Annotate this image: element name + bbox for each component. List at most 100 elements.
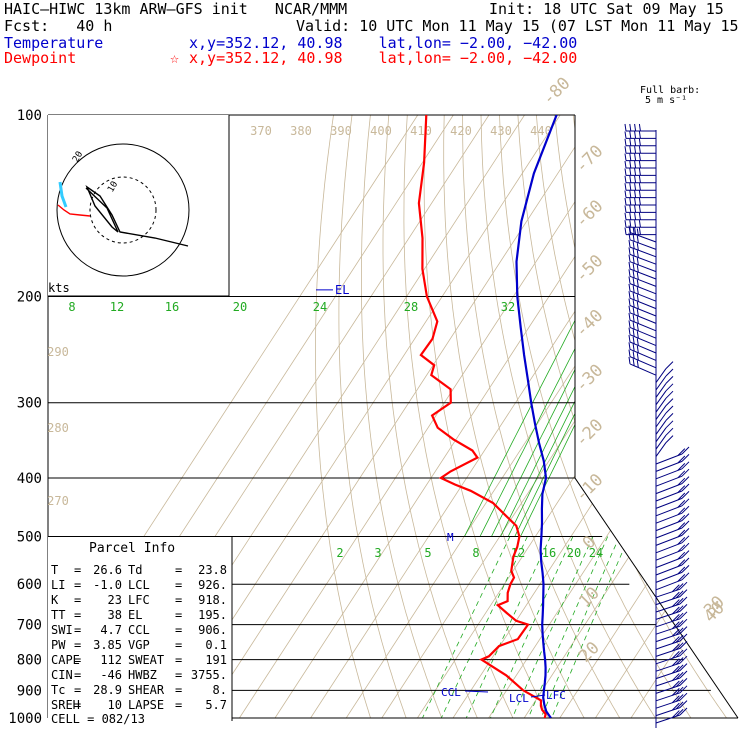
barb-flag [671, 628, 680, 637]
wind-barb [655, 512, 683, 524]
theta-label: 430 [490, 124, 512, 138]
isotherm-label: -20 [572, 415, 608, 451]
barb-flag [671, 695, 680, 704]
wind-barb [655, 662, 681, 672]
wind-barb [655, 490, 683, 502]
barb-flag [675, 612, 684, 621]
barb-flag [632, 256, 635, 264]
barb-flag [632, 263, 635, 271]
barb-flag [628, 247, 631, 255]
theta-label: 420 [450, 124, 472, 138]
barb-flag [624, 175, 627, 183]
hodograph-trace-low [57, 204, 91, 217]
mixing-ratio-label: 8 [472, 546, 479, 560]
barb-flag [636, 309, 639, 317]
barb-flag [628, 283, 631, 291]
barb-flag [681, 535, 690, 544]
theta-label: 380 [290, 124, 312, 138]
mixing-ratio-line [440, 536, 528, 718]
mixing-ratio-line [511, 536, 594, 718]
barb-flag [677, 455, 686, 464]
valid-time: Valid: 10 UTC Mon 11 May 15 (07 LST Mon … [296, 17, 740, 35]
wind-barb [655, 453, 683, 465]
barb-flag [675, 701, 684, 710]
isotherm-line [595, 115, 738, 718]
barb-flag [624, 183, 627, 191]
barb-flag [677, 529, 686, 538]
parcel-param-value: 112 [100, 653, 122, 667]
barb-flag [681, 454, 690, 462]
wind-barb [655, 412, 667, 428]
wind-barb [655, 647, 681, 657]
barb-flag [632, 307, 635, 315]
barb-flag [675, 649, 684, 658]
mixing-ratio-line [422, 536, 511, 718]
isotherm-line [559, 115, 738, 718]
parcel-equals: = [74, 623, 81, 637]
barb-flag [665, 427, 674, 436]
barb-flag [629, 168, 632, 176]
barb-flag [632, 234, 635, 242]
barb-flag [636, 279, 639, 287]
barb-flag [679, 633, 688, 642]
parcel-equals: = [175, 683, 182, 697]
mixing-ratio-line [551, 536, 630, 718]
barb-flag [636, 272, 639, 280]
barb-flag [636, 316, 639, 324]
parcel-param-name: SWI [51, 623, 73, 637]
wind-barb [655, 549, 683, 561]
mixing-ratio-label: 20 [233, 300, 247, 314]
barb-flag [671, 651, 680, 659]
dry-adiabat-line [403, 115, 514, 718]
dry-adiabat-line [462, 115, 621, 718]
barb-flag [632, 270, 635, 278]
barb-flag [671, 643, 680, 652]
barb-flag [636, 338, 639, 346]
wind-barb [655, 368, 667, 383]
dry-adiabat-line [701, 115, 738, 718]
barb-flag [629, 183, 632, 191]
parcel-param-name: CAPE [51, 653, 80, 667]
barb-flag [675, 620, 684, 628]
isotherm-label: -40 [572, 306, 608, 342]
pressure-tick-label: 300 [17, 396, 42, 412]
wind-barb [629, 297, 657, 310]
isotherm-label: -50 [572, 251, 608, 287]
barb-flag [675, 583, 684, 591]
wind-barb [655, 692, 681, 702]
wind-barb [655, 505, 683, 517]
barb-flag [677, 522, 686, 530]
pressure-tick-label: 1000 [8, 711, 42, 727]
wind-barb [629, 334, 657, 347]
parcel-equals: = [175, 653, 182, 667]
barb-note-unit: 5 m s⁻¹ [645, 95, 688, 106]
parcel-param-name: EL [128, 608, 142, 622]
barb-flag [634, 220, 637, 228]
pressure-tick-label: 200 [17, 290, 42, 306]
barb-flag [677, 551, 686, 560]
parcel-param-value: 10 [108, 698, 122, 712]
theta-label: 270 [47, 494, 69, 508]
wind-barb [655, 475, 683, 487]
barb-flag [675, 679, 684, 688]
mixing-ratio-label: 24 [313, 300, 327, 314]
theta-label: 290 [47, 345, 69, 359]
barb-flag [679, 670, 688, 679]
wind-barb [655, 427, 667, 443]
parcel-param-name: CCL [128, 623, 150, 637]
barb-flag [632, 336, 635, 344]
wind-barbs [624, 123, 690, 728]
barb-flag [624, 138, 627, 146]
barb-flag [629, 153, 632, 161]
barb-flag [634, 175, 637, 183]
wind-barb [655, 442, 667, 457]
wind-barb [629, 232, 657, 243]
barb-flag [624, 220, 627, 228]
barb-flag [675, 708, 684, 717]
temperature-legend: Temperature [4, 34, 104, 52]
parcel-param-name: PW [51, 638, 66, 652]
parcel-param-name: Td [128, 563, 142, 577]
dry-adiabat-line [591, 115, 738, 718]
